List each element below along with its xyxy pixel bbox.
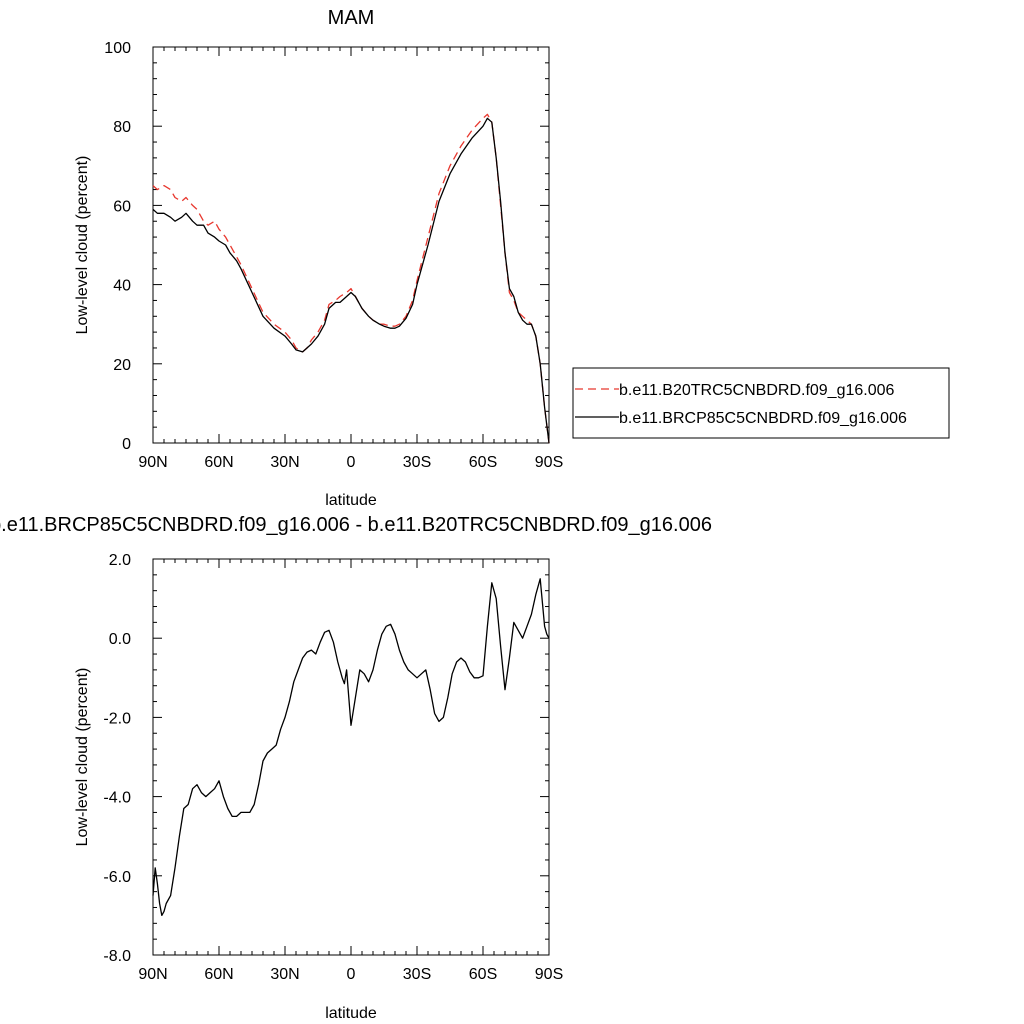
y-tick-label: 2.0 xyxy=(109,552,131,569)
legend-label-1: b.e11.B20TRC5CNBDRD.f09_g16.006 xyxy=(619,382,895,399)
series-line-2 xyxy=(152,117,550,444)
x-tick-label: 90N xyxy=(138,454,167,471)
chart-title: b.e11.BRCP85C5CNBDRD.f09_g16.006 - b.e11… xyxy=(0,514,712,536)
x-tick-label: 60N xyxy=(204,966,233,983)
y-tick-label: 40 xyxy=(113,278,131,295)
x-axis-label: latitude xyxy=(325,1005,377,1022)
x-tick-label: 90N xyxy=(138,966,167,983)
x-tick-label: 30N xyxy=(270,454,299,471)
chart-panel-2: b.e11.BRCP85C5CNBDRD.f09_g16.006 - b.e11… xyxy=(0,514,712,1022)
plot-frame xyxy=(152,558,550,956)
y-tick-label: 80 xyxy=(113,119,131,136)
x-tick-label: 60N xyxy=(204,454,233,471)
y-tick-label: 0 xyxy=(122,436,131,453)
legend-box xyxy=(572,367,950,439)
x-tick-label: 30S xyxy=(403,454,431,471)
x-tick-label: 0 xyxy=(347,966,356,983)
chart-title: MAM xyxy=(328,7,375,29)
y-tick-label: -4.0 xyxy=(103,790,131,807)
legend-label-2: b.e11.BRCP85C5CNBDRD.f09_g16.006 xyxy=(619,410,907,427)
y-tick-label: 20 xyxy=(113,357,131,374)
x-axis-label: latitude xyxy=(325,492,377,509)
x-tick-label: 90S xyxy=(535,966,563,983)
y-tick-label: -2.0 xyxy=(103,710,131,727)
chart-panel-1: MAM 90N 60N 30N 0 30S 60S 90S 0 20 40 60 80 100 latitu… xyxy=(74,7,950,509)
y-axis-label: Low-level cloud (percent) xyxy=(74,156,91,335)
y-tick-label: 60 xyxy=(113,198,131,215)
y-tick-label: 0.0 xyxy=(109,631,131,648)
plot-frame xyxy=(152,46,550,444)
y-tick-label: -8.0 xyxy=(103,948,131,965)
legend: b.e11.B20TRC5CNBDRD.f09_g16.006 b.e11.BRC… xyxy=(572,367,950,439)
y-tick-label: 100 xyxy=(104,40,131,57)
x-tick-label: 30N xyxy=(270,966,299,983)
series-line-1 xyxy=(152,113,550,444)
y-axis-label: Low-level cloud (percent) xyxy=(74,668,91,847)
x-tick-label: 30S xyxy=(403,966,431,983)
x-tick-label: 60S xyxy=(469,454,497,471)
x-tick-label: 0 xyxy=(347,454,356,471)
y-tick-label: -6.0 xyxy=(103,869,131,886)
series-line-1 xyxy=(152,578,550,917)
x-tick-label: 60S xyxy=(469,966,497,983)
x-tick-label: 90S xyxy=(535,454,563,471)
